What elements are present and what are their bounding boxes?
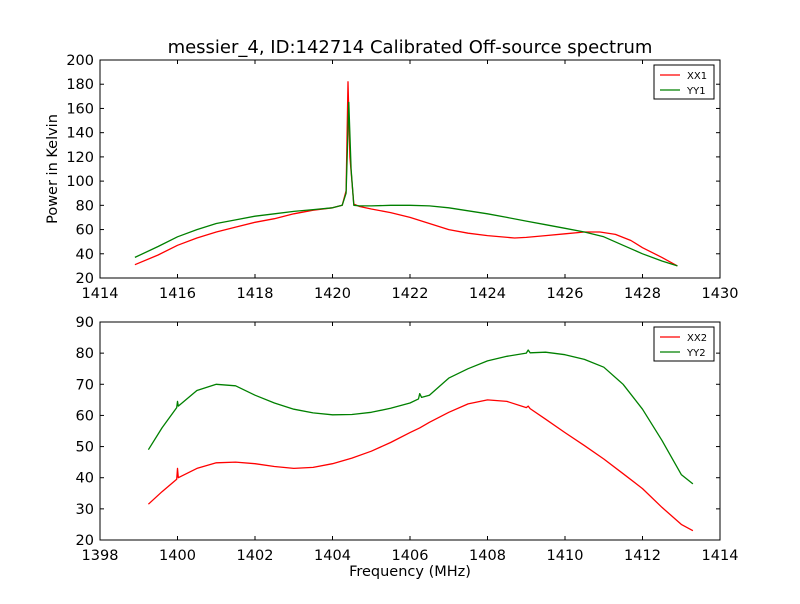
y-tick-label: 60 [76, 408, 94, 424]
axes-bottom: 1398 1400 1402 1404 1406 1408 1410 1412 1414 20 30… [76, 315, 739, 564]
chart-title: messier_4, ID:142714 Calibrated Off-sour… [168, 37, 653, 58]
x-tick-label: 1402 [237, 548, 274, 564]
legend-label: XX2 [687, 333, 707, 344]
y-tick-label: 20 [76, 533, 94, 549]
y-tick-label: 160 [66, 101, 94, 117]
x-tick-label: 1414 [82, 286, 119, 302]
x-tick-label: 1398 [82, 548, 119, 564]
x-tick-label: 1404 [314, 548, 351, 564]
y-tick-label: 30 [76, 502, 94, 518]
x-tick-label: 1422 [392, 286, 429, 302]
legend-label: YY1 [686, 86, 706, 97]
x-tick-label: 1424 [469, 286, 506, 302]
x-tick-label: 1406 [392, 548, 429, 564]
x-tick-label: 1428 [624, 286, 661, 302]
x-tick-label: 1418 [237, 286, 274, 302]
legend-label: XX1 [687, 71, 707, 82]
x-tick-label: 1410 [547, 548, 584, 564]
y-tick-label: 60 [76, 223, 94, 239]
x-axis-label: Frequency (MHz) [349, 564, 471, 580]
series-line-yy1 [134, 101, 678, 267]
y-tick-label: 80 [76, 198, 94, 214]
y-tick-label: 120 [66, 150, 94, 166]
x-tick-label: 1430 [702, 286, 739, 302]
y-axis-label: Power in Kelvin [45, 114, 61, 224]
y-tick-label: 180 [66, 77, 94, 93]
y-tick-label: 90 [76, 315, 94, 331]
legend-label: YY2 [686, 348, 706, 359]
legend-box [653, 64, 715, 100]
series-line-xx1 [134, 81, 678, 267]
y-tick-label: 80 [76, 346, 94, 362]
series-line-xx2 [147, 399, 694, 532]
x-tick-label: 1412 [624, 548, 661, 564]
series-line-yy2 [147, 349, 694, 485]
y-tick-label: 20 [76, 271, 94, 287]
y-tick-label: 40 [76, 471, 94, 487]
y-tick-label: 50 [76, 440, 94, 456]
y-tick-label: 70 [76, 377, 94, 393]
y-tick-label: 100 [66, 174, 94, 190]
x-tick-label: 1400 [159, 548, 196, 564]
y-tick-label: 200 [66, 53, 94, 69]
x-tick-label: 1408 [469, 548, 506, 564]
legend-box [653, 326, 715, 362]
y-tick-label: 40 [76, 247, 94, 263]
x-tick-label: 1426 [547, 286, 584, 302]
x-tick-label: 1414 [702, 548, 739, 564]
y-tick-label: 140 [66, 126, 94, 142]
x-tick-label: 1416 [159, 286, 196, 302]
axes-top: 1414 1416 1418 1420 1422 1424 1426 1428 1430 20 40… [66, 53, 738, 302]
x-tick-label: 1420 [314, 286, 351, 302]
